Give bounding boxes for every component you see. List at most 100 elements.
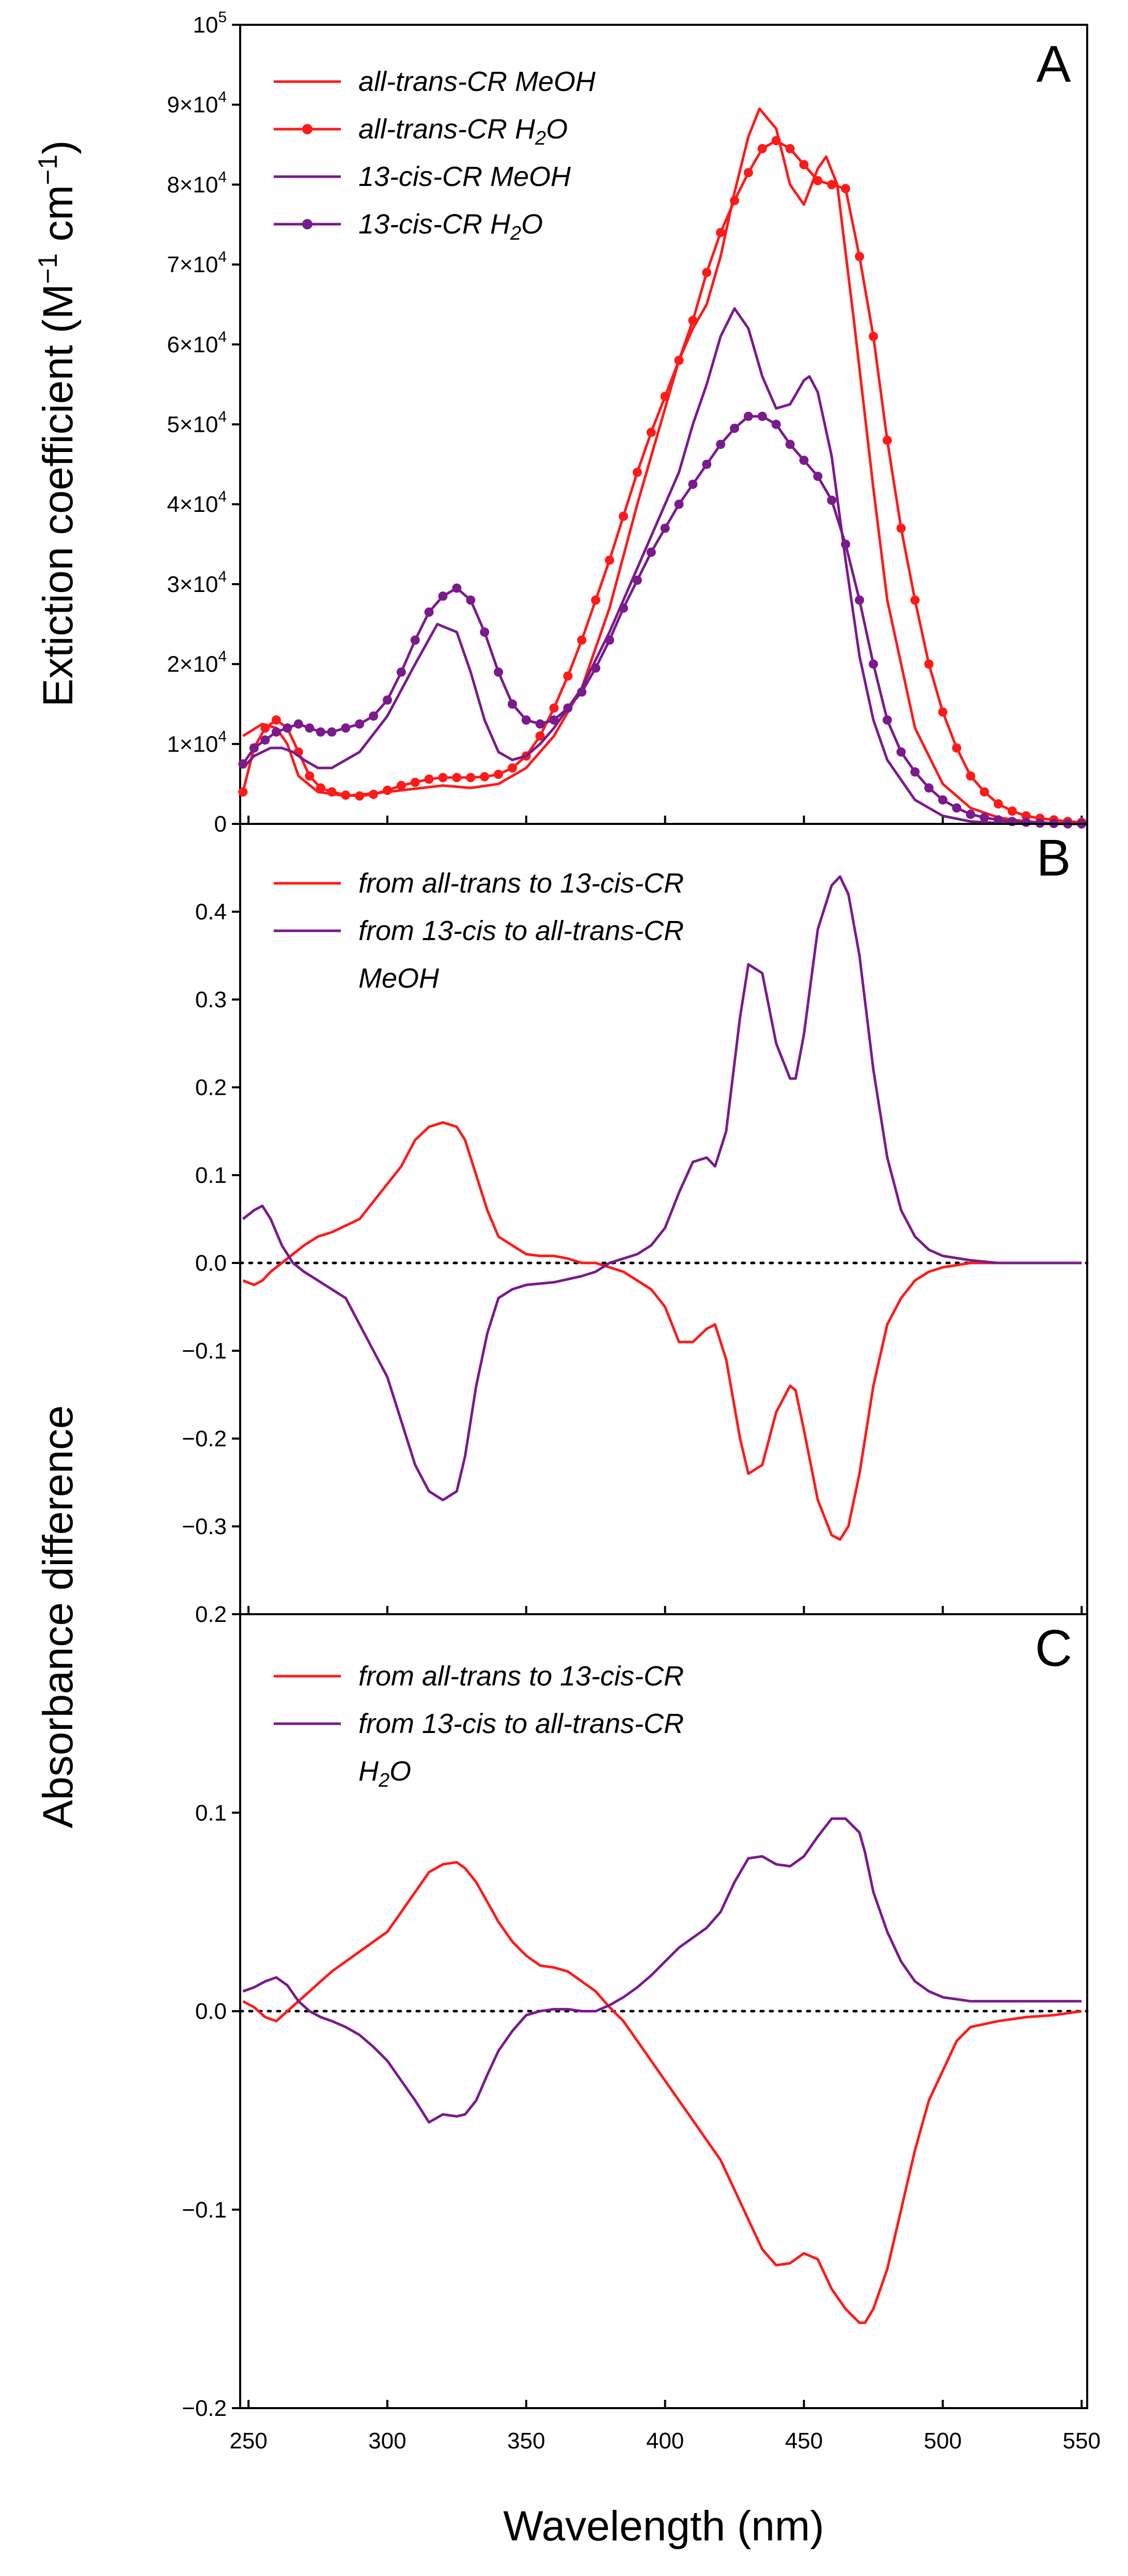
data-point	[910, 595, 920, 605]
data-point	[508, 699, 517, 709]
data-point	[993, 815, 1003, 825]
solvent-annotation: MeOH	[358, 963, 440, 994]
panel-letter: B	[1037, 829, 1071, 887]
data-point	[466, 773, 476, 783]
series-3	[238, 412, 1087, 829]
data-point	[799, 160, 809, 169]
panel-B: −0.3 −0.2 −0.1 0.0 0.1 0.2 0.3 0.4 0.2 from all-t…	[182, 823, 1089, 1627]
data-point	[785, 440, 795, 449]
data-point	[396, 780, 406, 790]
data-point	[882, 715, 892, 725]
data-point	[730, 196, 740, 206]
data-point	[938, 707, 948, 717]
data-point	[1021, 817, 1031, 827]
data-point	[480, 772, 490, 782]
data-point	[238, 787, 248, 797]
data-point	[355, 719, 365, 729]
data-point	[966, 771, 976, 781]
legend-label: from 13-cis to all-trans-CR	[358, 1708, 684, 1739]
data-point	[341, 723, 351, 733]
legend-label: all-trans-CR H2O	[358, 114, 568, 149]
legend-item: from 13-cis to all-trans-CR	[274, 1708, 684, 1739]
panel-A: 0 1×104 2×104 3×104 4×104 5×104 6×104 7×104 8×10…	[167, 9, 1088, 837]
data-point	[910, 767, 920, 777]
series-line	[242, 875, 1082, 1502]
panel-letter: C	[1035, 1619, 1072, 1677]
data-point	[1007, 806, 1017, 816]
data-point	[535, 731, 545, 741]
data-point	[855, 595, 865, 605]
data-point	[305, 723, 315, 733]
data-point	[452, 773, 462, 783]
data-point	[646, 428, 656, 437]
data-point	[316, 727, 325, 737]
data-point	[521, 715, 531, 725]
data-point	[452, 583, 462, 593]
legend-item: from 13-cis to all-trans-CR	[274, 915, 684, 946]
legend-label: from 13-cis to all-trans-CR	[358, 915, 684, 946]
data-point	[924, 783, 934, 793]
data-point	[260, 735, 270, 745]
data-point	[938, 795, 948, 805]
data-point	[327, 787, 337, 797]
y-tick-label: 0.1	[195, 1800, 227, 1825]
data-point	[813, 472, 823, 481]
legend-marker	[302, 124, 312, 134]
series-line	[242, 415, 1082, 825]
y-tick-label: 7×104	[167, 248, 227, 277]
series-0	[242, 1121, 1082, 1541]
data-point	[619, 603, 628, 613]
data-point	[563, 671, 573, 681]
data-point	[591, 663, 601, 673]
data-point	[702, 459, 712, 469]
data-point	[619, 511, 628, 521]
data-point	[494, 667, 504, 677]
data-point	[757, 412, 767, 421]
data-point	[341, 790, 351, 800]
data-point	[896, 523, 906, 533]
y-axis-title-A: Extiction coefficient (M−1 cm−1)	[33, 140, 82, 707]
x-tick-label: 450	[785, 2428, 823, 2454]
legend-item: 13-cis-CR MeOH	[274, 161, 571, 192]
data-point	[674, 355, 684, 365]
x-tick-label: 300	[368, 2428, 406, 2454]
data-point	[410, 635, 420, 645]
data-point	[535, 719, 545, 729]
data-point	[305, 771, 315, 781]
data-point	[632, 467, 642, 477]
data-point	[966, 809, 976, 819]
data-point	[841, 539, 851, 549]
data-point	[660, 523, 670, 533]
data-point	[293, 719, 303, 729]
data-point	[494, 770, 504, 779]
data-point	[771, 419, 781, 429]
data-point	[549, 703, 559, 713]
data-point	[674, 499, 684, 509]
data-point	[855, 252, 865, 261]
data-point	[716, 440, 726, 449]
data-point	[730, 424, 740, 433]
x-tick-label: 550	[1063, 2428, 1101, 2454]
solvent-annotation: H2O	[358, 1756, 411, 1791]
data-point	[605, 635, 615, 645]
data-point	[438, 591, 448, 601]
legend-item: from all-trans to 13-cis-CR	[274, 1661, 684, 1692]
data-point	[869, 659, 878, 669]
data-point	[660, 392, 670, 401]
y-tick-label: 3×104	[167, 568, 227, 597]
data-point	[744, 168, 753, 178]
legend-label: from all-trans to 13-cis-CR	[358, 1661, 684, 1692]
y-tick-label: 0.1	[195, 1163, 227, 1188]
legend-label: 13-cis-CR H2O	[358, 209, 543, 244]
data-point	[383, 695, 392, 705]
data-point	[980, 787, 989, 797]
series-0	[242, 1861, 1082, 2324]
data-point	[841, 184, 851, 194]
x-tick-label: 350	[507, 2428, 545, 2454]
data-point	[924, 659, 934, 669]
legend-label: all-trans-CR MeOH	[358, 66, 596, 97]
x-axis-title: Wavelength (nm)	[503, 2503, 824, 2550]
data-point	[271, 727, 281, 737]
plot-frame	[239, 24, 1088, 825]
y-tick-label: 0	[214, 811, 227, 837]
